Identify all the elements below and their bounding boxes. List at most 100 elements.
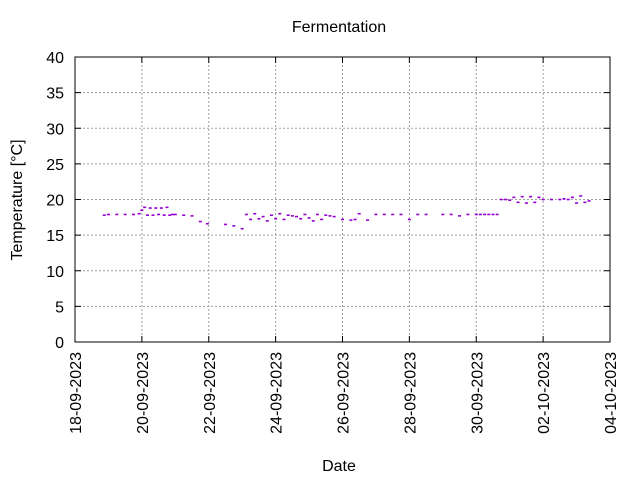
data-point [290, 215, 294, 217]
data-point [391, 213, 395, 216]
data-point [261, 215, 265, 218]
x-tick-label: 02-10-2023 [536, 352, 553, 434]
data-point [487, 213, 491, 216]
data-point [274, 217, 278, 220]
data-point [282, 218, 286, 221]
data-point [570, 196, 574, 199]
y-tick-label: 5 [55, 299, 64, 316]
data-point [106, 213, 110, 216]
data-point [286, 214, 290, 216]
data-point [171, 213, 175, 216]
chart-title: Fermentation [292, 19, 386, 36]
x-tick-label: 04-10-2023 [603, 352, 620, 434]
data-point [458, 215, 462, 217]
data-point [240, 227, 244, 230]
data-point [269, 214, 273, 216]
x-tick-label: 22-09-2023 [202, 352, 219, 434]
y-tick-label: 30 [46, 121, 64, 138]
data-point [583, 201, 587, 204]
x-tick-label: 24-09-2023 [269, 352, 286, 434]
data-point [295, 215, 299, 218]
data-point [173, 213, 177, 216]
data-point [549, 198, 553, 201]
data-point [566, 198, 570, 201]
data-point [407, 218, 411, 221]
data-point [168, 214, 172, 216]
data-point [466, 213, 470, 216]
x-tick-label: 18-09-2023 [68, 352, 85, 434]
data-point [416, 213, 420, 216]
data-point [399, 213, 403, 216]
data-point [205, 222, 209, 225]
data-point [257, 217, 261, 220]
x-axis-label: Date [322, 458, 356, 475]
data-point [162, 214, 166, 216]
data-point [491, 213, 495, 216]
data-point [265, 220, 269, 222]
data-point [441, 213, 445, 216]
data-point [424, 213, 428, 216]
x-tick-label: 26-09-2023 [336, 352, 353, 434]
data-point [524, 202, 528, 204]
data-point [587, 200, 591, 202]
data-point [474, 213, 478, 216]
data-point [315, 213, 319, 216]
data-point [165, 206, 169, 209]
data-point [366, 219, 370, 221]
data-point [324, 214, 328, 216]
data-point [529, 195, 533, 198]
data-point [562, 197, 566, 200]
y-tick-label: 25 [46, 157, 64, 174]
data-point [145, 214, 149, 216]
data-point [132, 213, 136, 216]
data-points [102, 195, 591, 230]
data-point [541, 198, 545, 201]
data-point [512, 196, 516, 199]
data-point [244, 213, 248, 216]
data-point [558, 198, 562, 201]
data-point [495, 213, 499, 216]
data-point [299, 217, 303, 220]
data-point [232, 225, 236, 227]
data-point [182, 214, 186, 216]
data-point [516, 201, 520, 204]
data-point [137, 212, 141, 215]
data-point [159, 207, 163, 209]
data-point [508, 199, 512, 202]
y-axis-label: Temperature [°C] [9, 139, 26, 260]
y-tick-label: 15 [46, 228, 64, 245]
data-point [223, 223, 227, 226]
x-tick-labels: 18-09-2023 20-09-2023 22-09-2023 24-09-2023… [68, 352, 620, 434]
data-point [190, 215, 194, 217]
y-tick-label: 40 [46, 50, 64, 67]
y-tick-label: 35 [46, 86, 64, 103]
data-point [253, 212, 257, 215]
data-point [151, 214, 155, 216]
data-point [320, 218, 324, 221]
data-point [349, 219, 353, 221]
x-tick-label: 30-09-2023 [469, 352, 486, 434]
x-tick-label: 20-09-2023 [135, 352, 152, 434]
data-point [198, 220, 202, 223]
data-point [278, 212, 282, 215]
data-point [449, 213, 453, 216]
data-point [311, 220, 315, 222]
data-point [148, 207, 152, 209]
data-point [303, 213, 307, 216]
tick-marks [74, 56, 611, 343]
y-tick-labels: 0 5 10 15 20 25 30 35 40 [46, 50, 64, 352]
data-point [123, 213, 127, 216]
data-point [357, 212, 361, 215]
data-point [499, 198, 503, 201]
x-tick-label: 28-09-2023 [402, 352, 419, 434]
data-point [140, 209, 144, 211]
data-point [374, 213, 378, 216]
data-point [157, 213, 161, 216]
grid-lines [75, 57, 610, 342]
data-point [102, 214, 106, 216]
data-point [341, 218, 344, 221]
y-tick-label: 0 [55, 335, 64, 352]
data-point [520, 195, 524, 198]
data-point [307, 217, 311, 219]
